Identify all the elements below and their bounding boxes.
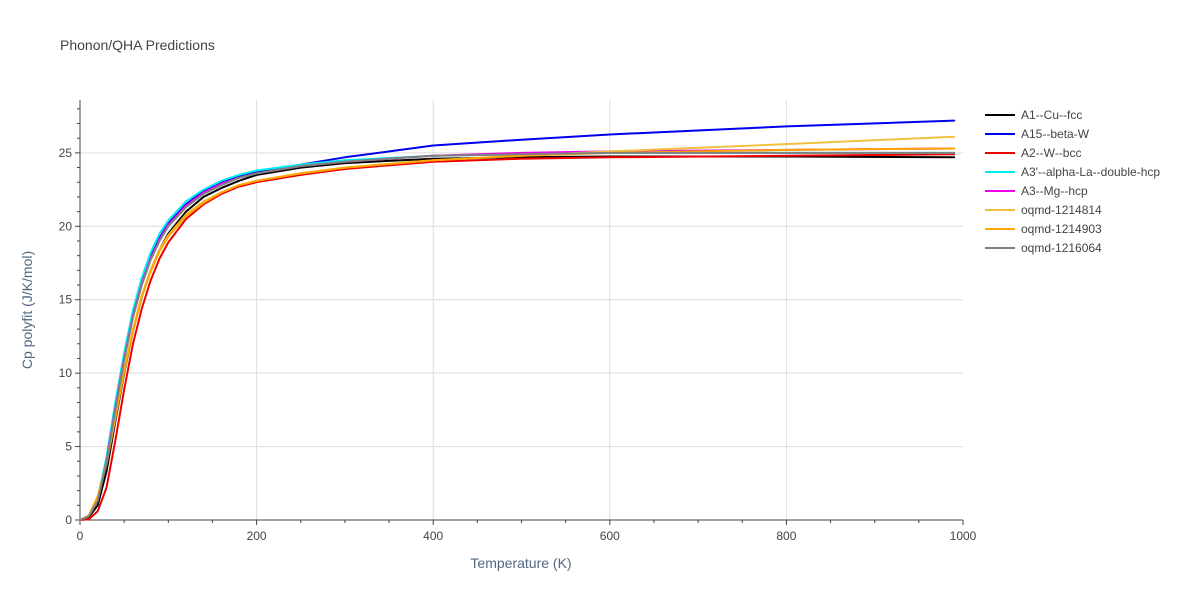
- y-tick-label: 5: [65, 440, 72, 454]
- x-tick-label: 600: [600, 529, 620, 543]
- series-layer: [79, 119, 956, 521]
- x-tick-label: 0: [77, 529, 84, 543]
- x-tick-label: 800: [776, 529, 796, 543]
- legend-label: oqmd-1214903: [1021, 222, 1102, 236]
- legend-label: oqmd-1216064: [1021, 241, 1102, 255]
- legend-label: A2--W--bcc: [1021, 146, 1081, 160]
- chart-title: Phonon/QHA Predictions: [60, 37, 215, 53]
- axis-layer: 0 200 400 600 800 1000 0 5 10 15 20 25: [59, 100, 977, 543]
- series-line-3: [79, 153, 956, 521]
- y-tick-label: 15: [59, 293, 73, 307]
- legend-item[interactable]: A1--Cu--fcc: [985, 108, 1082, 122]
- y-tick-label: 20: [59, 219, 73, 233]
- legend-item[interactable]: A3--Mg--hcp: [985, 184, 1088, 198]
- x-tick-label: 1000: [950, 529, 977, 543]
- legend-label: oqmd-1214814: [1021, 203, 1102, 217]
- series-line-7: [79, 147, 956, 521]
- legend[interactable]: A1--Cu--fcc A15--beta-W A2--W--bcc A3'--alp…: [985, 108, 1160, 255]
- series-line-8: [79, 151, 956, 521]
- x-axis-title: Temperature (K): [470, 555, 571, 571]
- legend-label: A1--Cu--fcc: [1021, 108, 1082, 122]
- y-tick-label: 25: [59, 146, 73, 160]
- legend-item[interactable]: oqmd-1216064: [985, 241, 1102, 255]
- legend-item[interactable]: oqmd-1214814: [985, 203, 1102, 217]
- legend-label: A3'--alpha-La--double-hcp: [1021, 165, 1160, 179]
- x-tick-label: 200: [247, 529, 267, 543]
- y-tick-label: 10: [59, 366, 73, 380]
- legend-item[interactable]: A2--W--bcc: [985, 146, 1081, 160]
- y-axis-title: Cp polyfit (J/K/mol): [19, 251, 35, 369]
- legend-label: A3--Mg--hcp: [1021, 184, 1088, 198]
- legend-item[interactable]: A3'--alpha-La--double-hcp: [985, 165, 1160, 179]
- legend-item[interactable]: oqmd-1214903: [985, 222, 1102, 236]
- y-tick-label: 0: [65, 513, 72, 527]
- legend-label: A15--beta-W: [1021, 127, 1090, 141]
- x-tick-label: 400: [423, 529, 443, 543]
- legend-item[interactable]: A15--beta-W: [985, 127, 1090, 141]
